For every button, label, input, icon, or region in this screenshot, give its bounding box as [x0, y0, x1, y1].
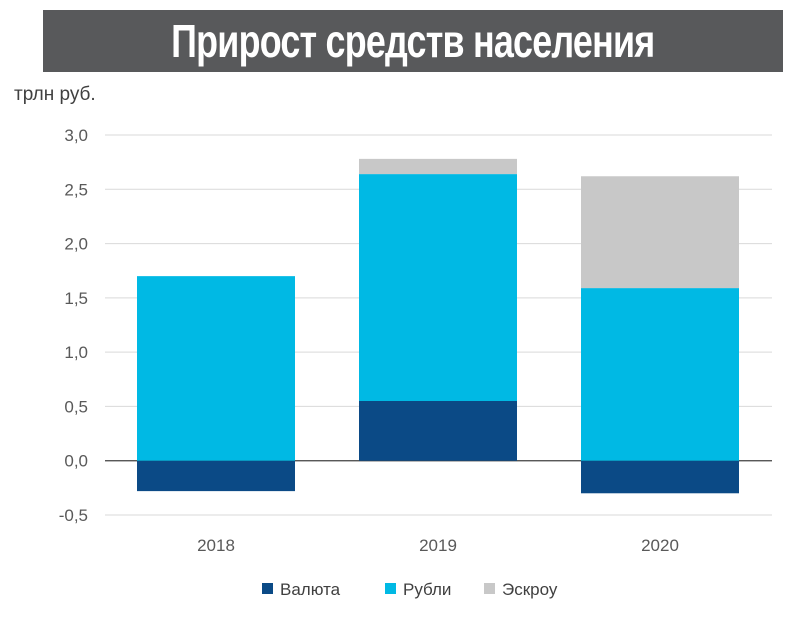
chart-title-bar: Прирост средств населения — [43, 10, 783, 72]
legend-swatch — [262, 583, 273, 594]
x-tick-label: 2019 — [419, 536, 457, 555]
bar-Валюта — [359, 401, 517, 461]
y-tick-label: -0,5 — [59, 506, 88, 525]
legend-swatch — [484, 583, 495, 594]
y-axis-unit-label: трлн руб. — [14, 84, 96, 105]
bar-Эскроу — [581, 176, 739, 289]
y-tick-label: 1,0 — [64, 343, 88, 362]
legend-label: Эскроу — [502, 580, 558, 599]
legend-label: Валюта — [280, 580, 341, 599]
bar-Рубли — [581, 288, 739, 461]
bar-Эскроу — [359, 158, 517, 175]
chart-title: Прирост средств населения — [171, 15, 655, 67]
y-tick-label: 3,0 — [64, 126, 88, 145]
y-tick-label: 2,0 — [64, 235, 88, 254]
bar-Валюта — [581, 460, 739, 494]
x-tick-label: 2020 — [641, 536, 679, 555]
bar-Валюта — [137, 460, 295, 492]
legend-swatch — [385, 583, 396, 594]
bar-Рубли — [359, 174, 517, 401]
y-tick-label: 1,5 — [64, 289, 88, 308]
bar-Рубли — [137, 276, 295, 461]
y-tick-label: 2,5 — [64, 180, 88, 199]
x-tick-label: 2018 — [197, 536, 235, 555]
y-tick-label: 0,5 — [64, 397, 88, 416]
legend-label: Рубли — [403, 580, 451, 599]
y-tick-label: 0,0 — [64, 452, 88, 471]
